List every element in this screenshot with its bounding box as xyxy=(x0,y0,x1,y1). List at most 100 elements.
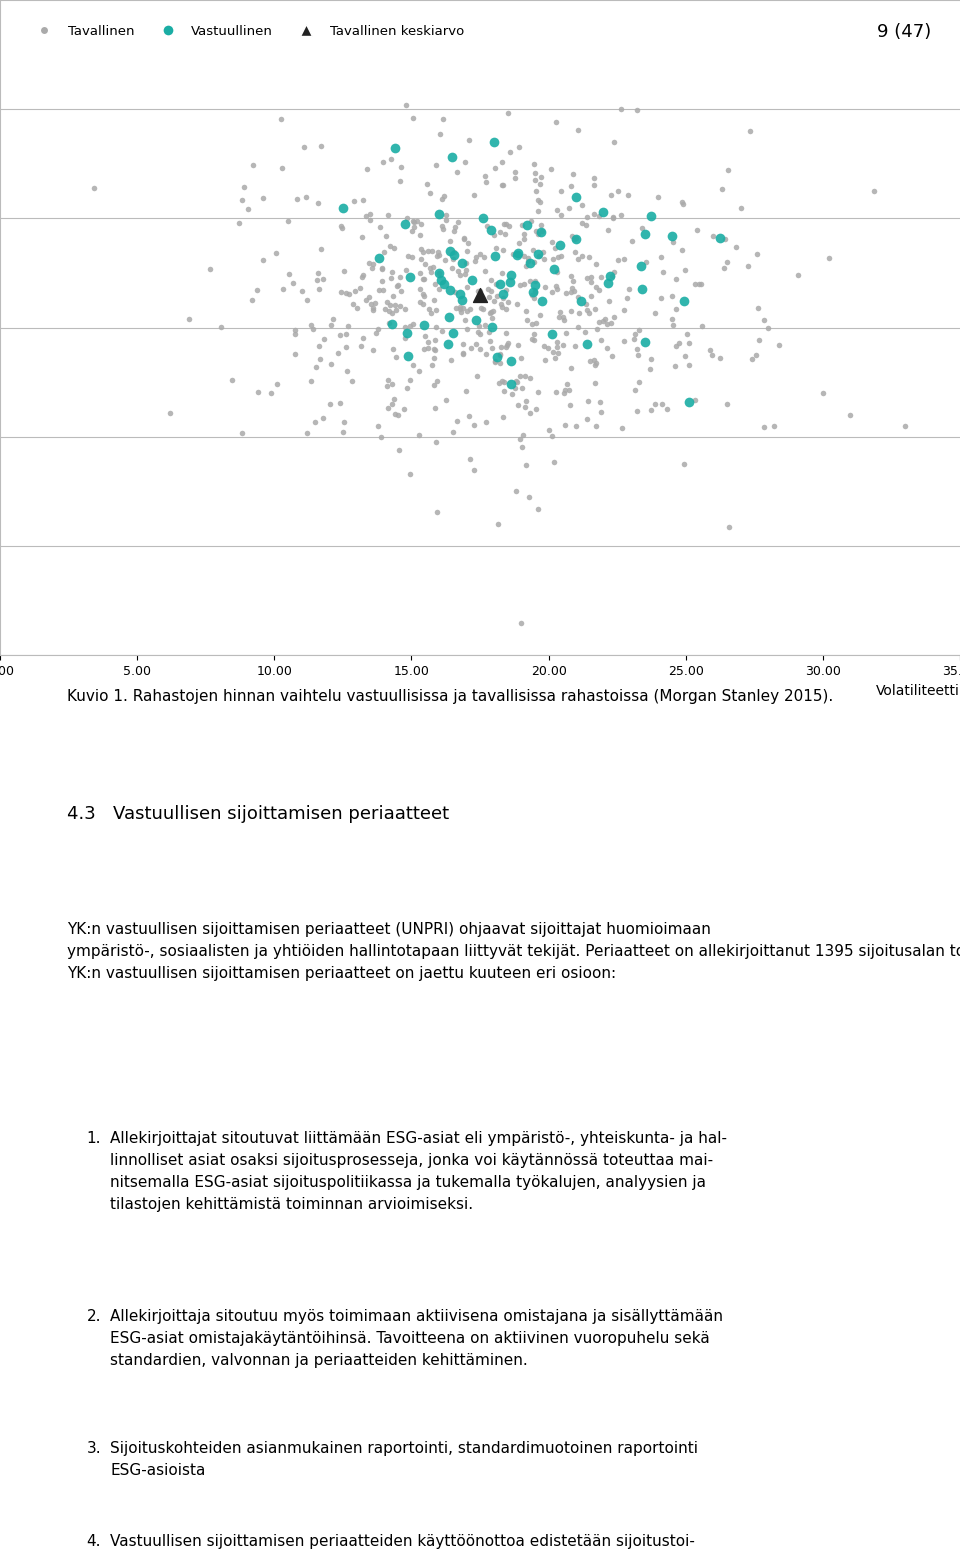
Point xyxy=(269,240,284,265)
Text: Kuvio 1. Rahastojen hinnan vaihtelu vastuullisissa ja tavallisissa rahastoissa (: Kuvio 1. Rahastojen hinnan vaihtelu vast… xyxy=(67,689,833,705)
Point xyxy=(366,297,381,322)
Point xyxy=(400,344,416,369)
Point xyxy=(496,378,512,403)
Point xyxy=(361,285,376,310)
Point xyxy=(483,301,498,325)
Point xyxy=(507,166,522,191)
Point xyxy=(540,418,556,443)
Point xyxy=(439,203,454,228)
Point xyxy=(704,342,719,367)
Point xyxy=(412,358,427,383)
Point xyxy=(605,206,620,231)
Point xyxy=(790,263,805,288)
Point xyxy=(580,407,595,432)
Point xyxy=(385,336,400,361)
Point xyxy=(489,283,504,308)
Point xyxy=(588,274,603,299)
Point xyxy=(444,146,460,170)
Point xyxy=(512,231,527,256)
Point xyxy=(534,212,549,237)
Point xyxy=(510,242,525,266)
Point xyxy=(508,376,523,401)
Point xyxy=(310,260,325,285)
Point xyxy=(463,446,478,471)
Point xyxy=(595,308,611,333)
Point xyxy=(399,206,415,231)
Point xyxy=(234,187,250,212)
Point xyxy=(250,380,265,404)
Point xyxy=(750,242,765,266)
Point xyxy=(492,370,507,395)
Point xyxy=(566,228,582,252)
Point xyxy=(162,401,178,426)
Point xyxy=(644,204,660,229)
Point xyxy=(729,234,744,259)
Point xyxy=(551,305,566,330)
Point xyxy=(426,345,442,370)
Point xyxy=(492,352,507,376)
Point xyxy=(236,175,252,200)
Point xyxy=(380,290,396,314)
Point xyxy=(492,220,507,245)
Point xyxy=(500,290,516,314)
Point xyxy=(744,347,759,372)
Point xyxy=(508,160,523,184)
Point xyxy=(382,234,397,259)
Point xyxy=(342,282,357,307)
Point xyxy=(388,345,403,370)
Point xyxy=(472,279,488,304)
Point xyxy=(505,242,520,266)
Point xyxy=(453,263,468,288)
Legend: Tavallinen, Vastuullinen, Tavallinen keskiarvo: Tavallinen, Vastuullinen, Tavallinen kes… xyxy=(26,20,469,43)
Point xyxy=(442,305,457,330)
Point xyxy=(477,313,492,338)
Point xyxy=(362,251,377,276)
Point xyxy=(516,226,532,251)
Point xyxy=(479,214,494,239)
Point xyxy=(452,282,468,307)
Point xyxy=(607,305,622,330)
Point xyxy=(653,245,668,270)
Point xyxy=(335,420,350,445)
Point xyxy=(548,380,564,404)
Point xyxy=(497,222,513,246)
Point xyxy=(439,387,454,412)
Point xyxy=(338,322,353,347)
Point xyxy=(419,172,434,197)
Point xyxy=(689,217,705,242)
Point xyxy=(493,291,509,316)
Text: Allekirjoittaja sitoutuu myös toimimaan aktiivisena omistajana ja sisällyttämään: Allekirjoittaja sitoutuu myös toimimaan … xyxy=(110,1309,724,1368)
Point xyxy=(568,414,584,438)
Point xyxy=(627,378,642,403)
Point xyxy=(428,314,444,339)
Point xyxy=(531,242,546,266)
Point xyxy=(394,279,409,304)
Point xyxy=(580,204,595,229)
Text: 3.: 3. xyxy=(86,1441,101,1456)
Point xyxy=(390,274,405,299)
Text: Sijoituskohteiden asianmukainen raportointi, standardimuotoinen raportointi
ESG-: Sijoituskohteiden asianmukainen raportoi… xyxy=(110,1441,698,1478)
Point xyxy=(579,297,594,322)
Point xyxy=(313,237,328,262)
Point xyxy=(305,318,321,342)
Point xyxy=(263,381,278,406)
Point xyxy=(587,166,602,191)
Point xyxy=(509,479,524,503)
Point xyxy=(400,243,416,268)
Point xyxy=(509,291,524,316)
Point xyxy=(533,189,548,214)
Point xyxy=(424,353,440,378)
Point xyxy=(528,218,543,243)
Point xyxy=(548,110,564,135)
Point xyxy=(712,345,728,370)
Point xyxy=(557,308,572,333)
Point xyxy=(605,344,620,369)
Point xyxy=(545,246,561,271)
Point xyxy=(587,201,602,226)
Point xyxy=(574,192,589,217)
Point xyxy=(516,243,532,268)
Point xyxy=(560,372,575,397)
Point xyxy=(422,181,438,206)
Point xyxy=(429,369,444,393)
Point xyxy=(315,266,330,291)
